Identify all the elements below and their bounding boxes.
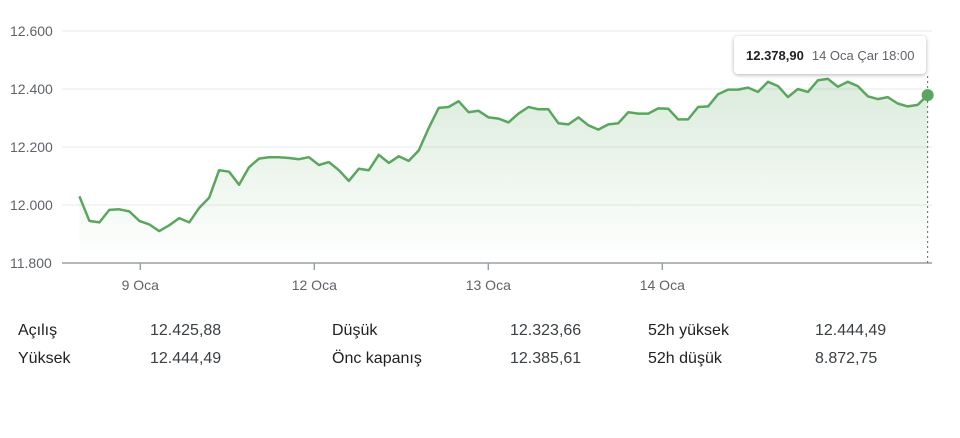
x-tick-label: 14 Oca	[640, 277, 685, 293]
stats-row: Yüksek 12.444,49 Önc kapanış 12.385,61 5…	[18, 350, 938, 378]
y-tick-label: 11.800	[10, 255, 52, 271]
stat-label-52w-low: 52h düşük	[648, 350, 722, 367]
current-price-dot[interactable]	[921, 89, 934, 102]
stat-label-prev-close: Önc kapanış	[332, 350, 422, 367]
stat-label-high: Yüksek	[18, 350, 71, 367]
y-axis-ticks: 12.600 12.400 12.200 12.000 11.800	[10, 23, 53, 271]
price-line	[78, 77, 929, 233]
stat-label-52w-high: 52h yüksek	[648, 322, 729, 339]
stat-label-open: Açılış	[18, 322, 58, 339]
stats-table: Açılış 12.425,88 Düşük 12.323,66 52h yük…	[18, 322, 938, 378]
stat-value-open: 12.425,88	[150, 322, 222, 339]
tooltip-time: 14 Oca Çar 18:00	[811, 47, 915, 63]
price-chart[interactable]: 12.600 12.400 12.200 12.000 11.800 9 Oca 12 O…	[0, 0, 960, 300]
tooltip-value: 12.378,90	[746, 47, 804, 63]
y-tick-label: 12.400	[10, 81, 53, 97]
y-tick-label: 12.200	[10, 139, 53, 155]
x-tick-label: 13 Oca	[466, 277, 511, 293]
stats-row: Açılış 12.425,88 Düşük 12.323,66 52h yük…	[18, 322, 938, 350]
y-tick-label: 12.600	[10, 23, 53, 39]
y-tick-label: 12.000	[10, 197, 53, 213]
stat-value-prev-close: 12.385,61	[510, 350, 582, 367]
stat-label-low: Düşük	[332, 322, 378, 339]
price-area	[79, 78, 928, 264]
x-tick-label: 9 Oca	[122, 277, 160, 293]
stat-value-52w-high: 12.444,49	[815, 322, 887, 339]
stat-value-52w-low: 8.872,75	[815, 350, 878, 367]
stat-value-low: 12.323,66	[510, 322, 582, 339]
price-tooltip: 12.378,90 14 Oca Çar 18:00	[734, 36, 927, 74]
stat-value-high: 12.444,49	[150, 350, 222, 367]
x-axis-ticks: 9 Oca 12 Oca 13 Oca 14 Oca	[122, 263, 685, 293]
x-tick-label: 12 Oca	[292, 277, 337, 293]
